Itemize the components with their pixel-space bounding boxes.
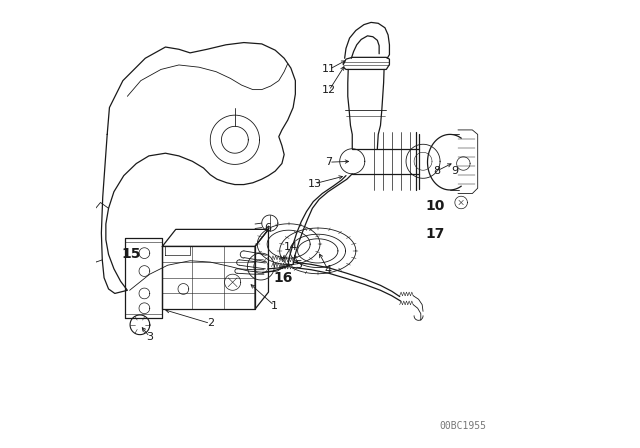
Text: 16: 16 xyxy=(273,271,293,285)
Text: 5: 5 xyxy=(295,260,302,270)
Text: 3: 3 xyxy=(147,332,153,342)
Text: 14: 14 xyxy=(284,242,298,252)
Text: 4: 4 xyxy=(324,265,332,275)
Text: 2: 2 xyxy=(207,319,214,328)
Text: 10: 10 xyxy=(426,199,445,213)
Text: 17: 17 xyxy=(426,227,445,241)
Text: 6: 6 xyxy=(264,224,271,233)
Text: 9: 9 xyxy=(451,166,458,176)
Text: 13: 13 xyxy=(308,179,322,189)
Text: 15: 15 xyxy=(121,247,141,262)
Text: 8: 8 xyxy=(433,166,440,176)
Text: 00BC1955: 00BC1955 xyxy=(440,421,487,431)
Text: 12: 12 xyxy=(322,86,336,95)
Text: 1: 1 xyxy=(271,301,278,310)
Text: 11: 11 xyxy=(322,65,336,74)
Text: 7: 7 xyxy=(325,157,333,167)
